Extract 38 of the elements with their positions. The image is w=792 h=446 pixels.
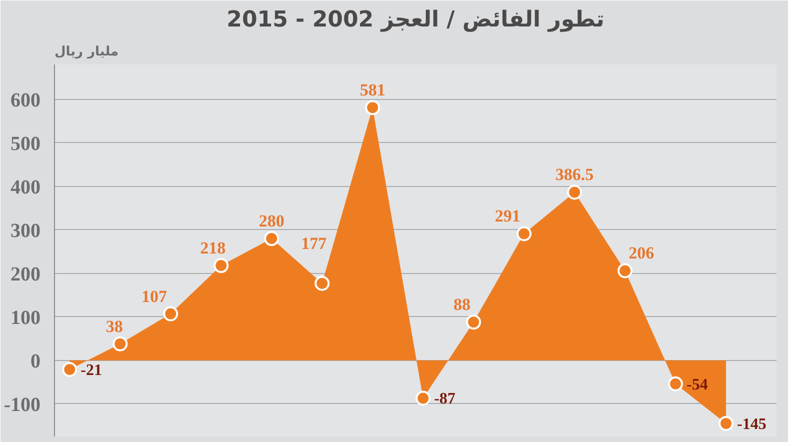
data-label: 218 xyxy=(200,238,226,258)
data-label: -54 xyxy=(686,376,708,394)
data-label: 386.5 xyxy=(555,165,594,184)
data-label: 107 xyxy=(141,286,168,306)
point xyxy=(567,184,582,200)
y-axis-title: مليار ريال xyxy=(54,44,119,60)
point xyxy=(214,258,229,273)
point xyxy=(264,231,280,246)
data-label: 177 xyxy=(301,234,328,253)
y-tick-label: -100 xyxy=(4,394,41,416)
data-label: -87 xyxy=(434,390,456,408)
y-tick-label: 500 xyxy=(10,132,40,155)
chart-title: تطور الفائض / العجز 2002 - 2015 xyxy=(226,8,604,32)
data-label: -145 xyxy=(737,416,766,433)
point xyxy=(516,226,532,242)
y-tick-label: 400 xyxy=(10,176,40,198)
data-label: -21 xyxy=(80,362,102,379)
y-tick-label: 300 xyxy=(10,220,40,242)
point xyxy=(416,390,431,406)
data-label: 206 xyxy=(628,244,654,263)
y-tick-label: 100 xyxy=(10,306,40,329)
data-label: 581 xyxy=(360,80,386,100)
y-tick-label: 0 xyxy=(30,350,40,372)
point xyxy=(365,100,380,116)
point xyxy=(62,362,78,377)
data-label: 38 xyxy=(106,316,123,336)
point xyxy=(314,276,330,291)
point xyxy=(668,376,684,392)
data-label: 291 xyxy=(494,206,520,226)
point xyxy=(718,416,734,431)
point xyxy=(466,314,482,330)
y-tick-label: 600 xyxy=(10,89,40,112)
data-label: 280 xyxy=(258,212,284,231)
point xyxy=(618,263,633,278)
data-label: 88 xyxy=(453,295,470,314)
point xyxy=(163,306,178,322)
point xyxy=(112,336,128,352)
y-tick-label: 200 xyxy=(10,263,40,286)
